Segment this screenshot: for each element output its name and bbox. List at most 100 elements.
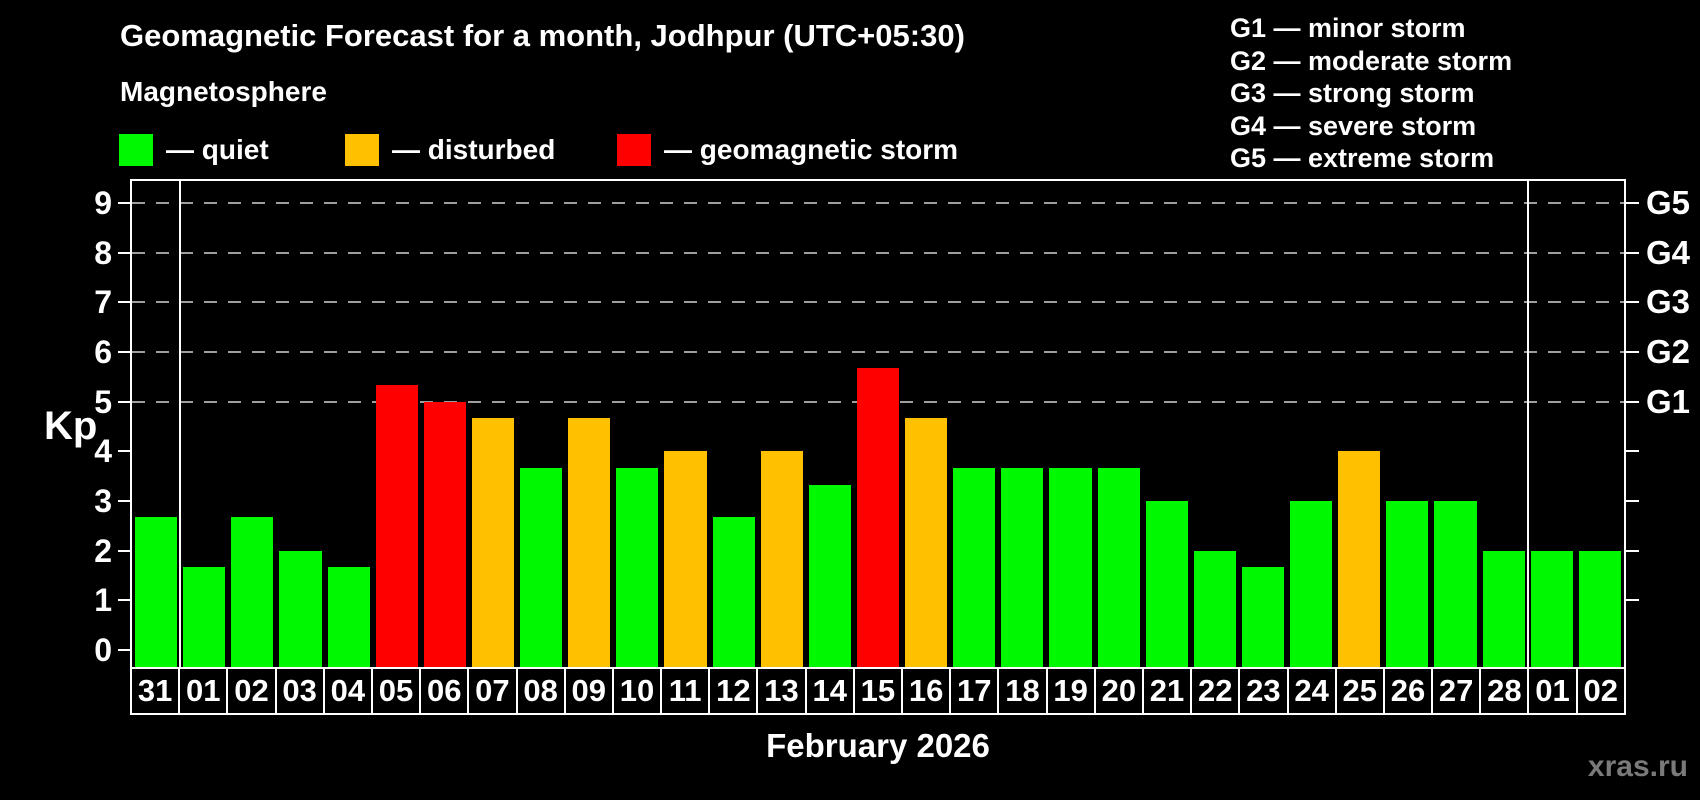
kp-bar-day-01 <box>1530 550 1573 667</box>
gridline-kp6 <box>132 351 1624 354</box>
day-label: 08 <box>515 667 566 715</box>
y-tick-label-0: 0 <box>94 632 112 668</box>
day-label: 02 <box>1575 667 1626 715</box>
kp-bar-day-05 <box>375 385 418 667</box>
y-tick-2 <box>118 549 130 552</box>
legend-quiet-label: — quiet <box>166 134 269 165</box>
quiet-color-swatch <box>119 134 153 166</box>
kp-bar-day-08 <box>520 467 563 667</box>
kp-bar-day-02 <box>1578 550 1621 667</box>
day-label: 09 <box>563 667 614 715</box>
day-label: 06 <box>419 667 470 715</box>
y-tick-6 <box>118 351 130 354</box>
kp-bar-day-24 <box>1290 501 1333 667</box>
kp-bar-day-15 <box>856 368 900 667</box>
right-tick-7 <box>1626 301 1639 304</box>
kp-bar-day-19 <box>1049 467 1092 667</box>
kp-bar-day-13 <box>760 451 803 667</box>
kp-bar-day-23 <box>1241 567 1285 667</box>
day-label: 26 <box>1382 667 1434 715</box>
day-label: 01 <box>178 667 229 715</box>
day-label: 27 <box>1431 667 1482 715</box>
day-label: 24 <box>1286 667 1337 715</box>
g-scale-legend: G1 — minor storm G2 — moderate storm G3 … <box>1230 12 1512 175</box>
legend-item-disturbed: — disturbed <box>345 133 555 167</box>
g-legend-line-g4: G4 — severe storm <box>1230 110 1477 141</box>
day-label: 14 <box>804 667 855 715</box>
chart-subtitle: Magnetosphere <box>120 76 327 107</box>
kp-bar-day-06 <box>423 401 466 667</box>
gridline-kp9 <box>132 202 1624 205</box>
right-tick-8 <box>1626 251 1639 254</box>
g-scale-label-g3: G3 <box>1646 283 1691 321</box>
kp-bar-day-11 <box>664 451 707 667</box>
plot-area <box>130 179 1626 669</box>
kp-bar-day-03 <box>279 550 322 667</box>
kp-bar-day-07 <box>471 418 515 667</box>
month-separator <box>1526 181 1529 667</box>
day-label: 19 <box>1045 667 1096 715</box>
kp-bar-day-27 <box>1434 501 1477 667</box>
kp-bar-day-26 <box>1386 501 1429 667</box>
kp-bar-day-14 <box>808 484 851 667</box>
kp-bar-day-10 <box>616 467 659 667</box>
kp-bar-day-31 <box>135 517 178 667</box>
day-label: 12 <box>708 667 759 715</box>
g-legend-line-g5: G5 — extreme storm <box>1230 143 1495 173</box>
kp-bar-day-25 <box>1338 451 1381 667</box>
day-label: 07 <box>467 667 518 715</box>
y-tick-8 <box>118 251 130 254</box>
y-tick-9 <box>118 202 130 205</box>
y-tick-7 <box>118 301 130 304</box>
kp-bar-day-12 <box>712 517 755 667</box>
kp-bar-day-16 <box>905 418 948 667</box>
x-axis-caption: February 2026 <box>766 727 990 764</box>
day-label: 16 <box>901 667 952 715</box>
kp-bar-day-20 <box>1097 467 1140 667</box>
day-label: 20 <box>1093 667 1144 715</box>
day-label: 10 <box>611 667 663 715</box>
kp-bar-day-04 <box>327 567 370 667</box>
day-label: 05 <box>370 667 422 715</box>
kp-bar-day-28 <box>1482 550 1525 667</box>
gridline-kp8 <box>132 251 1624 254</box>
day-label: 11 <box>660 667 711 715</box>
g-scale-label-g1: G1 <box>1646 382 1691 420</box>
watermark: xras.ru <box>1587 750 1688 783</box>
disturbed-color-swatch <box>345 134 379 166</box>
y-tick-label-8: 8 <box>94 234 112 271</box>
chart-title: Geomagnetic Forecast for a month, Jodhpu… <box>120 18 965 53</box>
right-tick-1 <box>1626 599 1639 602</box>
day-label: 17 <box>949 667 1000 715</box>
y-tick-label-7: 7 <box>94 284 112 321</box>
right-tick-9 <box>1626 202 1639 205</box>
day-label: 23 <box>1238 667 1289 715</box>
y-axis-title: Kp <box>44 404 98 448</box>
day-label: 31 <box>130 667 181 715</box>
x-axis-day-labels: 31 01 02 03 04 05 06 07 08 09 10 11 12 13 14 15 16 17 18 19… <box>130 667 1626 715</box>
day-label: 01 <box>1527 667 1578 715</box>
day-label: 21 <box>1141 667 1193 715</box>
kp-bar-day-02 <box>231 517 274 667</box>
day-label: 13 <box>756 667 807 715</box>
legend-item-storm: — geomagnetic storm <box>617 133 958 167</box>
y-tick-label-4: 4 <box>94 433 112 470</box>
y-tick-label-9: 9 <box>94 185 112 222</box>
y-tick-label-1: 1 <box>94 582 112 619</box>
right-tick-2 <box>1626 549 1639 552</box>
right-tick-5 <box>1626 400 1639 403</box>
g-scale-label-g5: G5 <box>1646 184 1691 222</box>
kp-bar-day-17 <box>953 467 996 667</box>
g-legend-line-g2: G2 — moderate storm <box>1230 45 1513 76</box>
day-label: 02 <box>226 667 277 715</box>
legend-storm-label: — geomagnetic storm <box>664 134 959 165</box>
kp-bar-day-01 <box>183 567 226 667</box>
y-tick-label-2: 2 <box>94 532 112 569</box>
g-scale-label-g2: G2 <box>1646 333 1691 371</box>
y-tick-label-3: 3 <box>94 483 112 520</box>
right-tick-3 <box>1626 500 1639 503</box>
legend-item-quiet: — quiet <box>119 133 269 167</box>
y-tick-0 <box>118 649 130 651</box>
day-label: 04 <box>322 667 373 715</box>
